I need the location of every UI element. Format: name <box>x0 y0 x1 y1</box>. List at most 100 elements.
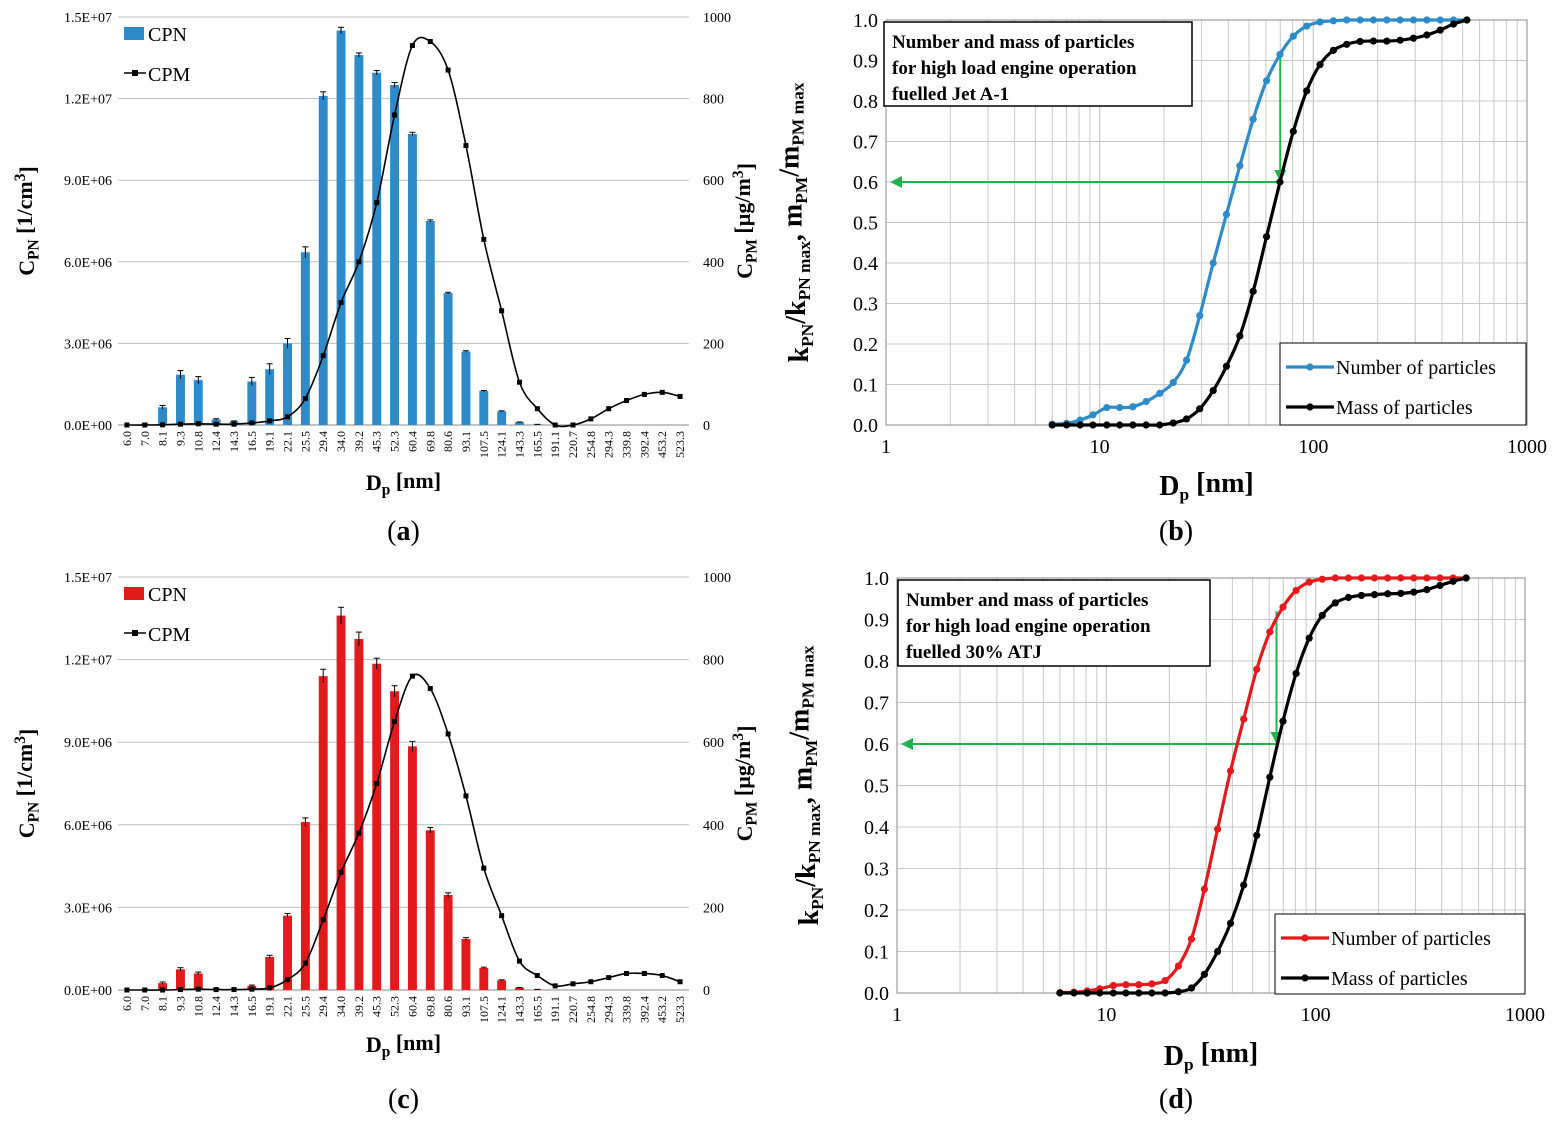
cpm-marker <box>552 983 558 989</box>
cpm-marker <box>606 406 612 412</box>
legend-swatch-marker <box>1301 934 1309 942</box>
x-tick-label: 124.1 <box>495 431 509 458</box>
x-tick-label: 6.0 <box>120 431 134 446</box>
x-tick-label: 16.5 <box>245 431 259 452</box>
note-line: Number and mass of particles <box>906 590 1148 611</box>
panel-c: 0.0E+00 3.0E+06 6.0E+06 9.0E+06 1.2E+07 1.5E+… <box>12 571 761 1115</box>
x-tick-label: 1 <box>892 1004 902 1026</box>
x-tick-label: 45.3 <box>370 996 384 1017</box>
cpm-marker <box>302 960 308 966</box>
cpm-marker <box>516 379 522 385</box>
x-tick-label: 220.7 <box>566 431 580 458</box>
number-of-particles-marker <box>1109 981 1117 990</box>
number-of-particles-marker <box>1289 32 1297 40</box>
cpm-marker <box>409 673 415 679</box>
cpn-bar <box>425 830 435 990</box>
x-tick-label: 29.4 <box>316 996 330 1017</box>
y-tick-label: 0.8 <box>853 91 878 113</box>
mass-of-particles-marker <box>1056 989 1064 997</box>
y-right-tick-label: 1000 <box>703 11 731 26</box>
x-axis-title: Dp [nm] <box>366 468 441 499</box>
annotation-arrowhead-left <box>890 176 902 188</box>
x-tick-label: 9.3 <box>173 996 187 1011</box>
number-of-particles-marker <box>1370 574 1379 582</box>
number-of-particles-marker <box>1122 981 1130 989</box>
y-right-tick-label: 400 <box>703 819 724 834</box>
cpn-bar <box>318 95 328 425</box>
x-tick-label: 14.3 <box>227 996 241 1017</box>
cpm-marker <box>641 391 647 397</box>
cpm-marker <box>249 986 255 992</box>
number-of-particles-marker <box>1303 22 1311 30</box>
number-of-particles-marker <box>1156 389 1164 398</box>
cpm-marker <box>641 970 647 976</box>
cpm-marker <box>177 421 183 427</box>
panel-label: (d) <box>1159 1084 1193 1115</box>
y-left-tick-label: 1.5E+07 <box>64 571 112 586</box>
number-of-particles-marker <box>1253 665 1261 673</box>
x-tick-label: 19.1 <box>263 431 277 452</box>
cpn-bar <box>372 663 382 990</box>
cpm-marker <box>124 422 130 428</box>
mass-of-particles-marker <box>1236 332 1244 340</box>
y-tick-label: 0.0 <box>864 983 889 1005</box>
cpm-marker <box>392 112 398 118</box>
cpn-bar <box>175 374 185 425</box>
y-tick-label: 1.0 <box>853 10 878 32</box>
mass-of-particles-marker <box>1253 831 1261 839</box>
mass-of-particles-marker <box>1226 919 1235 927</box>
mass-of-particles-marker <box>1213 947 1222 956</box>
cpm-marker <box>659 389 665 395</box>
mass-of-particles-marker <box>1423 586 1431 594</box>
cpn-bar <box>443 895 453 990</box>
x-tick-label: 22.1 <box>281 996 295 1017</box>
y-tick-label: 0.4 <box>864 817 889 839</box>
cpn-bar <box>283 343 292 425</box>
y-right-tick-label: 800 <box>703 654 724 669</box>
y-tick-label: 0.2 <box>864 900 889 922</box>
cpm-marker <box>285 977 291 983</box>
x-tick-label: 1000 <box>1505 1004 1545 1026</box>
number-of-particles-marker <box>1213 825 1222 833</box>
legend-label-cpm: CPM <box>148 624 190 646</box>
number-of-particles-marker <box>1436 574 1444 582</box>
number-of-particles-marker <box>1316 18 1324 26</box>
mass-of-particles-marker <box>1169 419 1177 427</box>
number-of-particles-marker <box>1249 115 1257 123</box>
cpm-marker <box>445 67 451 73</box>
mass-of-particles-marker <box>1122 989 1130 997</box>
x-tick-label: 10 <box>1090 436 1110 458</box>
mass-of-particles-marker <box>1240 881 1248 889</box>
cpn-bar <box>497 411 507 425</box>
annotation-arrowhead-left <box>901 738 913 750</box>
legend-label-number: Number of particles <box>1331 928 1491 950</box>
mass-of-particles-marker <box>1266 773 1274 781</box>
mass-of-particles-marker <box>1331 599 1339 607</box>
cpm-marker <box>267 985 273 991</box>
mass-of-particles-marker <box>1383 37 1391 45</box>
number-of-particles-marker <box>1423 16 1431 24</box>
x-tick-label: 392.4 <box>637 431 651 458</box>
x-tick-label: 100 <box>1301 1004 1331 1026</box>
cpm-marker <box>552 422 558 428</box>
x-tick-label: 1000 <box>1507 436 1547 458</box>
cpn-bar <box>336 615 346 990</box>
number-of-particles-marker <box>1344 574 1352 582</box>
cpm-marker <box>374 781 380 786</box>
panel-a: 0.0E+00 3.0E+06 6.0E+06 9.0E+06 1.2E+07 1.5E+… <box>12 11 761 547</box>
note-line: fuelled Jet A-1 <box>892 84 1009 105</box>
y-left-axis-title: CPN [1/cm3] <box>12 729 43 838</box>
number-of-particles-marker <box>1396 16 1404 24</box>
cpn-bar <box>318 676 328 990</box>
x-tick-label: 60.4 <box>405 431 419 452</box>
number-of-particles-marker <box>1226 767 1235 775</box>
y-right-tick-label: 800 <box>703 93 724 108</box>
cpn-bar <box>193 380 203 425</box>
cpm-marker <box>624 970 630 976</box>
number-of-particles-marker <box>1236 162 1244 170</box>
y-right-tick-label: 400 <box>703 256 724 271</box>
mass-of-particles-marker <box>1196 405 1204 413</box>
x-tick-label: 143.3 <box>512 431 526 458</box>
cpm-marker <box>320 353 326 359</box>
panel-label: (a) <box>387 516 420 547</box>
